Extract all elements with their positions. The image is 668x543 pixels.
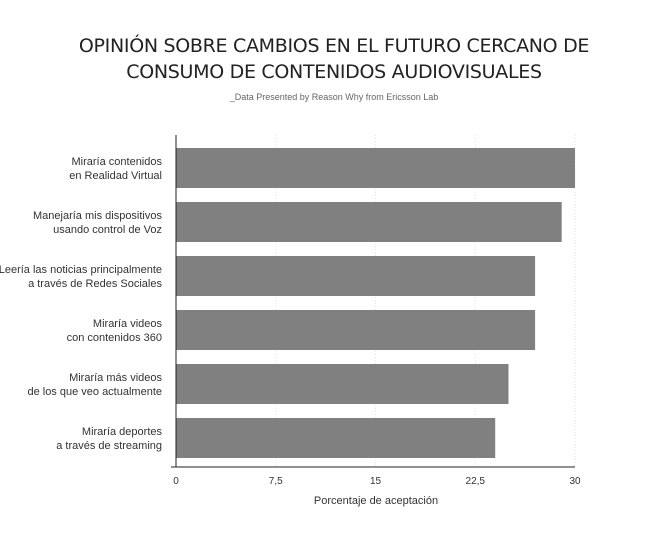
category-label-line: a través de streaming: [56, 440, 162, 452]
category-label-line: en Realidad Virtual: [69, 170, 162, 182]
x-tick-label: 15: [370, 476, 382, 487]
bar: [176, 310, 536, 350]
category-label-line: Miraría más videos: [69, 372, 162, 384]
tick-labels: 0 7,5 15 22,5 30: [173, 476, 581, 487]
category-label: Miraría más videos de los que veo actualm…: [27, 372, 162, 398]
category-label-line: de los que veo actualmente: [27, 386, 162, 398]
category-label: Manejaría mis dispositivos usando control…: [33, 210, 162, 236]
x-tick-label: 30: [569, 476, 581, 487]
category-label-line: Miraría videos: [93, 318, 163, 330]
category-label-line: a través de Redes Sociales: [28, 278, 162, 290]
category-label: Miraría contenidos en Realidad Virtual: [69, 156, 162, 182]
category-label-line: Miraría contenidos: [72, 156, 163, 168]
category-label: Miraría deportes a través de streaming: [56, 426, 162, 452]
bar: [176, 256, 536, 296]
x-tick-label: 7,5: [269, 476, 283, 487]
category-label-line: Miraría deportes: [82, 426, 163, 438]
grid-lines: [275, 135, 576, 467]
bars: [176, 148, 575, 458]
chart-subtitle: _Data Presented by Reason Why from Erics…: [229, 92, 439, 102]
category-label: Miraría videos con contenidos 360: [67, 318, 163, 344]
x-tick-label: 22,5: [466, 476, 486, 487]
x-tick-label: 0: [173, 476, 179, 487]
chart-title-line-2: CONSUMO DE CONTENIDOS AUDIOVISUALES: [126, 61, 542, 83]
axes: [171, 135, 575, 468]
bar: [176, 418, 496, 458]
bar: [176, 202, 562, 242]
category-label-line: Manejaría mis dispositivos: [33, 210, 162, 222]
category-label-line: usando control de Voz: [53, 224, 162, 236]
category-label-line: Leería las noticias principalmente: [0, 264, 162, 276]
x-axis-label: Porcentaje de aceptación: [314, 495, 438, 507]
category-labels: Miraría contenidos en Realidad Virtual Man…: [0, 156, 162, 452]
category-label: Leería las noticias principalmente a trav…: [0, 264, 162, 290]
category-label-line: con contenidos 360: [67, 332, 162, 344]
chart-title-line-1: OPINIÓN SOBRE CAMBIOS EN EL FUTURO CERCA…: [78, 35, 590, 57]
chart-title: OPINIÓN SOBRE CAMBIOS EN EL FUTURO CERCA…: [0, 33, 668, 85]
bar: [176, 364, 509, 404]
bar: [176, 148, 575, 188]
